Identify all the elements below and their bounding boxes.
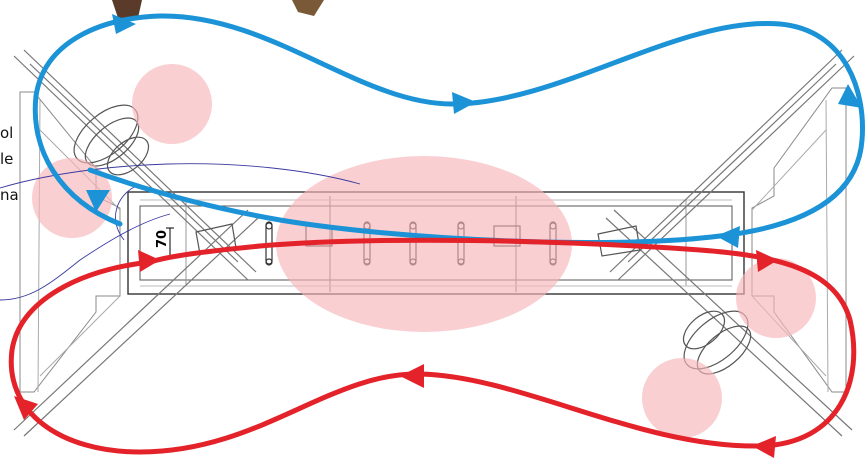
table-outline (19, 91, 121, 393)
highlight-top-left (132, 64, 212, 144)
highlight-bottom-right (642, 358, 722, 438)
arrow-head-icon (138, 250, 160, 272)
arrow-head-icon (112, 14, 136, 34)
wires (0, 163, 361, 301)
arrow-head-icon (716, 226, 740, 248)
arrow-head-icon (14, 396, 38, 420)
arrow-head-icon (400, 364, 424, 388)
side-text-3: na (0, 186, 19, 204)
highlights (32, 64, 816, 438)
highlight-right (736, 258, 816, 338)
arrow-head-icon (756, 250, 778, 272)
side-text-1: ol (0, 124, 14, 142)
arrow-head-icon (752, 436, 776, 458)
red-loop (8, 237, 857, 458)
highlight-left (32, 158, 112, 238)
leg-joint-center-right (597, 225, 641, 257)
side-text-2: le (0, 150, 14, 168)
arrow-head-icon (838, 84, 862, 108)
highlight-center (276, 156, 572, 332)
dimension-label: 70 (155, 230, 170, 248)
arrow-head-icon (86, 190, 110, 212)
blue-loop (32, 13, 865, 248)
arrow-head-icon (452, 92, 476, 114)
